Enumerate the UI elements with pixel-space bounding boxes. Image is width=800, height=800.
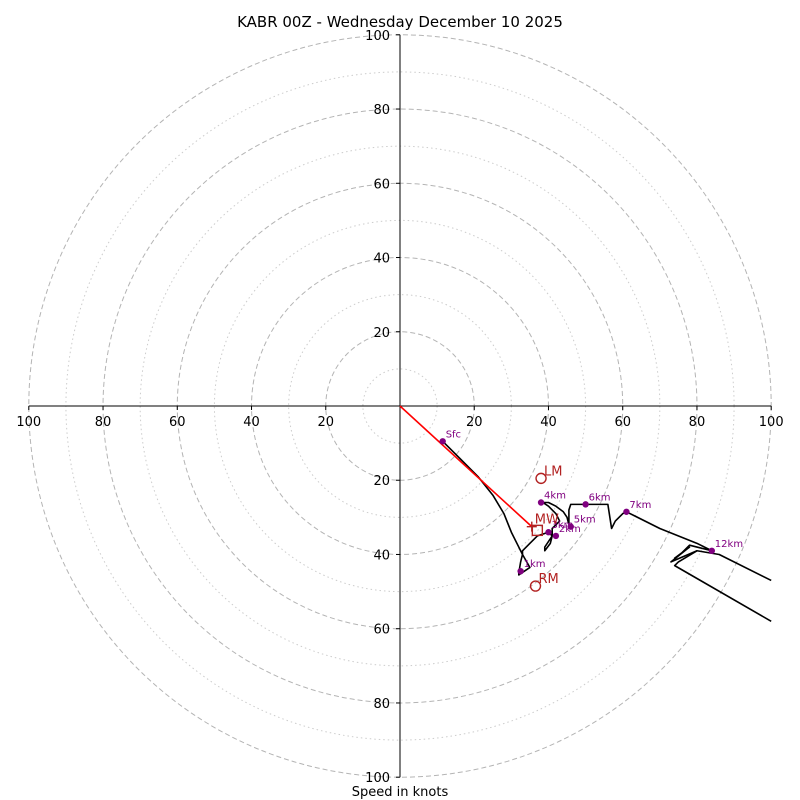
storm-motion-circle xyxy=(529,580,542,592)
chart-title: KABR 00Z - Wednesday December 10 2025 xyxy=(237,13,563,31)
storm-motion-box xyxy=(531,524,544,537)
y-tick-label: 80 xyxy=(373,697,390,712)
height-marker-dot xyxy=(439,438,446,445)
height-marker-label: 4km xyxy=(544,491,566,502)
y-tick-label: 40 xyxy=(373,252,390,267)
x-axis-label: Speed in knots xyxy=(352,785,449,800)
x-tick-label: 20 xyxy=(317,415,334,430)
hodograph-trace xyxy=(442,440,772,582)
height-marker-dot xyxy=(552,532,560,540)
hodograph-trace-upper-branch xyxy=(673,550,772,622)
height-markers: Sfc1km2km3km4km5km6km7km12km xyxy=(439,429,743,575)
x-tick-label: 60 xyxy=(169,415,186,430)
y-tick-labels: 100 80 60 40 20 20 40 60 80 100 xyxy=(365,29,400,786)
y-tick-label: 80 xyxy=(373,103,390,118)
height-marker-dot xyxy=(537,499,545,506)
height-marker-label: 12km xyxy=(715,539,743,550)
shear-vector xyxy=(399,405,533,528)
storm-motion-markers: LM RM MW xyxy=(526,464,563,592)
x-tick-labels: 100 80 60 40 20 20 40 60 80 100 xyxy=(16,406,784,430)
y-tick-label: 20 xyxy=(373,474,390,489)
x-tick-label: 100 xyxy=(16,415,41,430)
x-tick-label: 100 xyxy=(759,415,784,430)
height-marker-dot xyxy=(623,508,630,515)
height-marker-label: 3km xyxy=(551,520,573,531)
height-marker-dot xyxy=(517,567,524,575)
storm-motion-label: RM xyxy=(538,572,558,587)
y-tick-label: 100 xyxy=(365,771,390,786)
height-marker-label: 7km xyxy=(629,500,651,511)
height-marker-dot xyxy=(567,523,574,530)
height-marker-label: Sfc xyxy=(446,429,461,440)
hodograph-trace-low-level xyxy=(517,554,531,576)
height-marker-dot xyxy=(582,501,589,508)
y-tick-label: 100 xyxy=(365,29,390,44)
height-marker-label: 5km xyxy=(574,515,596,526)
storm-motion-label: LM xyxy=(544,464,562,479)
height-marker-dot xyxy=(708,547,716,554)
x-tick-label: 80 xyxy=(689,415,706,430)
y-tick-label: 40 xyxy=(373,548,390,563)
x-tick-label: 20 xyxy=(466,415,483,430)
x-tick-label: 40 xyxy=(540,415,557,430)
height-marker-label: 6km xyxy=(589,492,611,503)
x-tick-label: 40 xyxy=(243,415,260,430)
hodograph-traces xyxy=(442,440,772,622)
y-tick-label: 60 xyxy=(373,623,390,638)
x-tick-label: 80 xyxy=(95,415,112,430)
y-tick-label: 20 xyxy=(373,326,390,341)
y-tick-label: 60 xyxy=(373,177,390,192)
storm-motion-label: MW xyxy=(535,513,559,528)
x-tick-label: 60 xyxy=(614,415,631,430)
height-marker-label: 1km xyxy=(524,559,546,570)
storm-motion-circle xyxy=(535,472,547,485)
height-marker-dot xyxy=(545,529,552,536)
shear-vector-group xyxy=(399,405,533,528)
